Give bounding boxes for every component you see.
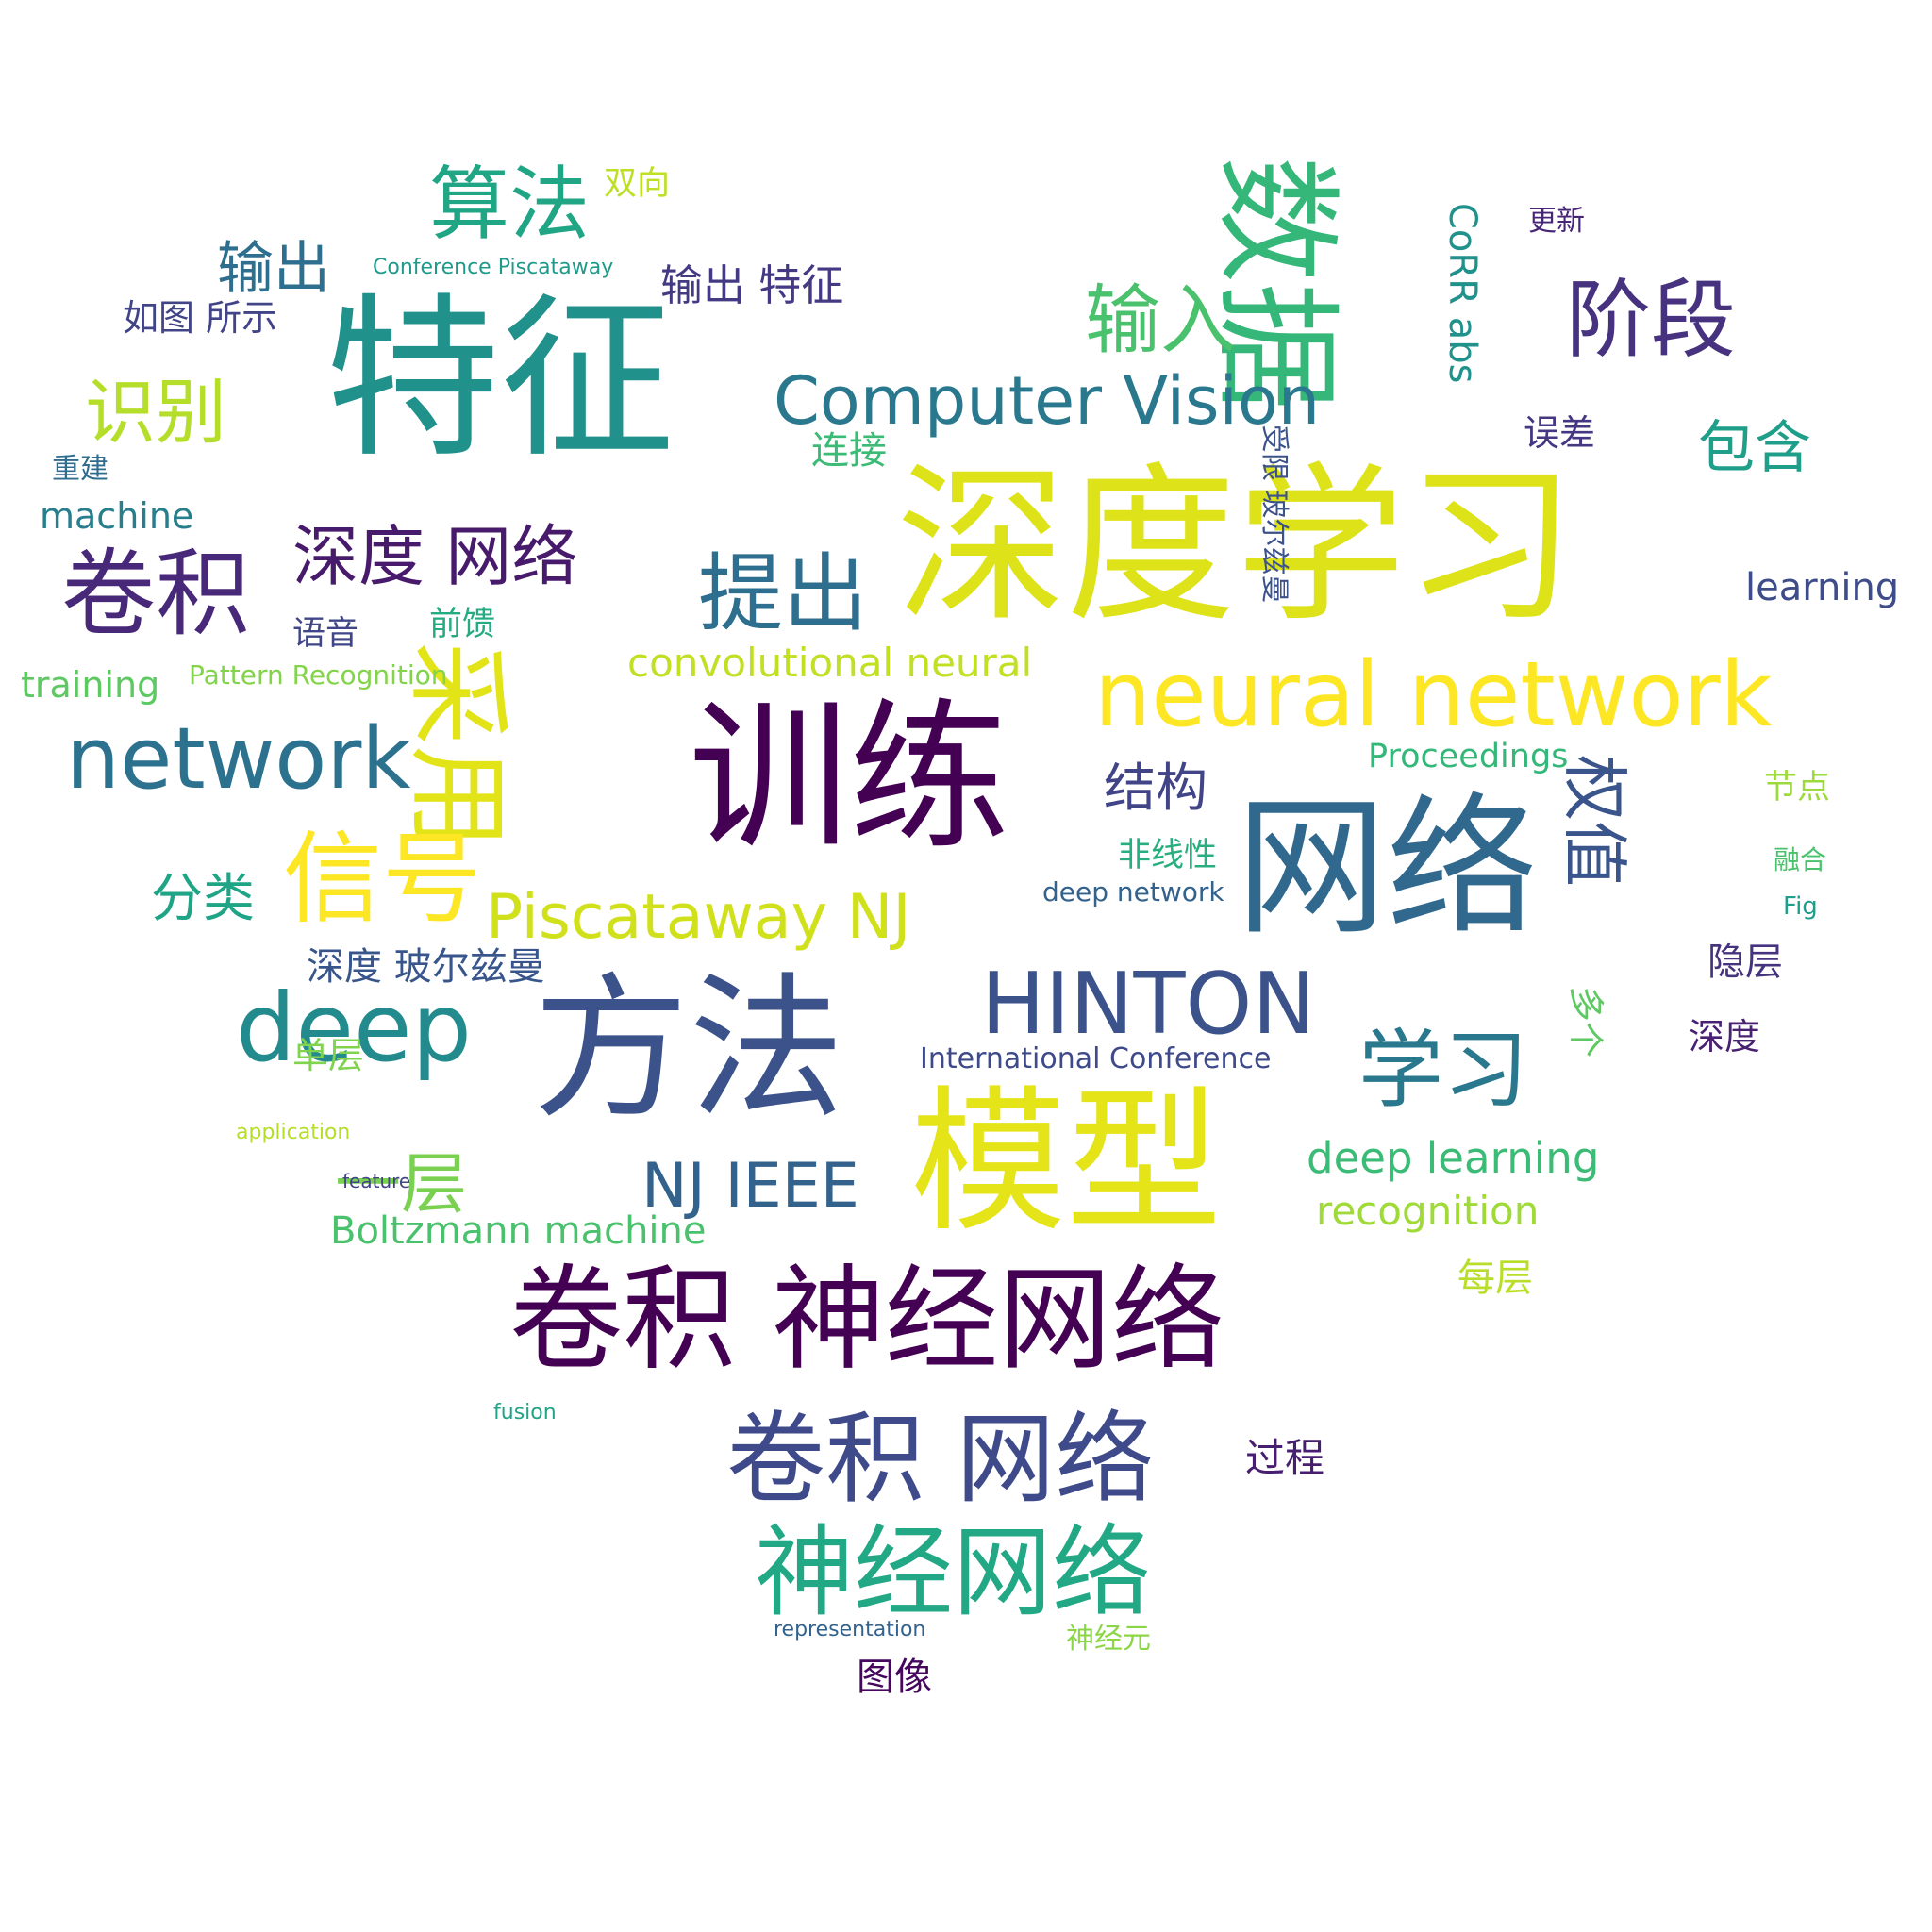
cloud-word-zh-64: 神经元 (1066, 1623, 1151, 1656)
cloud-word-zh-49: 多个 (1565, 986, 1607, 1058)
cloud-word-deep-learning: deep learning (1307, 1133, 1600, 1183)
cloud-word-zh-20: 提出 (698, 544, 868, 643)
cloud-word-boltzmann-machine: Boltzmann machine (330, 1209, 707, 1253)
cloud-word-convolutional-neural: convolutional neural (627, 640, 1033, 686)
cloud-word-zh-53: 节点 (1764, 769, 1831, 807)
cloud-word-recognition: recognition (1316, 1188, 1540, 1234)
cloud-word-zh-22: 学习 (1358, 1021, 1528, 1120)
cloud-word-corr-abs: CoRR abs (1441, 203, 1484, 384)
cloud-word-zh-44: 如图 所示 (123, 297, 278, 339)
cloud-word-zh-9: 卷积 网络 (726, 1402, 1155, 1517)
cloud-word-training: training (21, 664, 160, 706)
cloud-word-zh-17: 阶段 (1566, 271, 1736, 370)
cloud-word-zh-45: 连接 (811, 429, 887, 473)
cloud-word-zh-24: 识别 (85, 371, 227, 454)
cloud-word-zh-42: 输出 特征 (660, 260, 844, 310)
cloud-word-proceedings: Proceedings (1368, 738, 1569, 775)
cloud-word-zh-51: 前馈 (429, 606, 496, 643)
cloud-word-zh-66: 融合 (1774, 844, 1827, 875)
cloud-word-zh-16: 算法 (429, 158, 591, 252)
cloud-word-hinton: HINTON (981, 955, 1316, 1054)
cloud-word-zh-4: 方法 (533, 958, 844, 1140)
cloud-word-pattern-recognition: Pattern Recognition (189, 659, 448, 691)
cloud-word-conference-piscataway: Conference Piscataway (373, 256, 614, 279)
cloud-word-zh-28: 输出 (217, 236, 330, 302)
cloud-word-zh-1: 特征 (325, 277, 675, 481)
cloud-word-representation: representation (774, 1618, 926, 1641)
cloud-word-zh-27: 一层 (335, 1145, 467, 1223)
cloud-word-fig: Fig (1783, 892, 1818, 921)
cloud-word-zh-52: 非线性 (1118, 837, 1218, 874)
cloud-word-zh-57: 每层 (1457, 1257, 1533, 1300)
cloud-word-zh-55: 深度 (1689, 1016, 1761, 1058)
cloud-word-zh-25: 深度 网络 (292, 518, 578, 595)
cloud-word-zh-59: 重建 (52, 453, 108, 486)
cloud-word-piscataway-nj: Piscataway NJ (486, 882, 911, 953)
cloud-word-zh-36: 分类 (151, 868, 256, 928)
cloud-word-zh-19: 神经网络 (755, 1515, 1152, 1630)
cloud-word-zh-63: 图像 (857, 1656, 932, 1699)
cloud-word-zh-23: 输入 (1085, 276, 1236, 364)
cloud-word-deep-network: deep network (1042, 876, 1224, 908)
cloud-word-network: network (66, 709, 411, 808)
cloud-word-learning: learning (1745, 566, 1900, 609)
cloud-word-international-conference: International Conference (920, 1042, 1272, 1075)
cloud-word-zh-26: 权值 (1556, 755, 1633, 887)
cloud-word-zh-54: 受限 玻尔兹曼 (1257, 425, 1291, 604)
cloud-word-feature: feature (342, 1170, 411, 1192)
cloud-word-nj-ieee: NJ IEEE (641, 1151, 859, 1222)
cloud-word-computer-vision: Computer Vision (774, 362, 1321, 440)
cloud-word-zh-46: 双向 (604, 165, 671, 203)
cloud-word-zh-0: 深度学习 (896, 448, 1576, 645)
cloud-word-deep: deep (236, 973, 472, 1083)
cloud-word-zh-18: 信号 (283, 822, 482, 937)
cloud-word-zh-2: 训练 (689, 685, 1010, 872)
cloud-word-neural-network: neural network (1094, 643, 1773, 747)
cloud-word-zh-3: 模型 (910, 1072, 1222, 1253)
cloud-word-zh-35: 结构 (1104, 758, 1208, 818)
cloud-word-zh-65: 更新 (1528, 205, 1585, 238)
cloud-word-zh-7: 卷积 神经网络 (509, 1255, 1225, 1386)
cloud-word-zh-48: 隐层 (1707, 941, 1783, 984)
cloud-word-zh-34: 包含 (1698, 415, 1811, 481)
cloud-word-zh-5: 网络 (1236, 779, 1539, 956)
cloud-word-zh-50: 语音 (292, 615, 359, 653)
cloud-word-fusion: fusion (493, 1401, 557, 1424)
cloud-word-application: application (236, 1121, 351, 1144)
cloud-word-zh-12: 卷积 (61, 539, 250, 649)
cloud-word-zh-47: 误差 (1524, 412, 1596, 454)
cloud-word-machine: machine (40, 495, 194, 537)
cloud-word-zh-56: 过程 (1245, 1435, 1325, 1481)
cloud-word-zh-58: 单层 (292, 1035, 365, 1076)
cloud-word-zh-43: 深度 玻尔兹曼 (307, 945, 545, 989)
